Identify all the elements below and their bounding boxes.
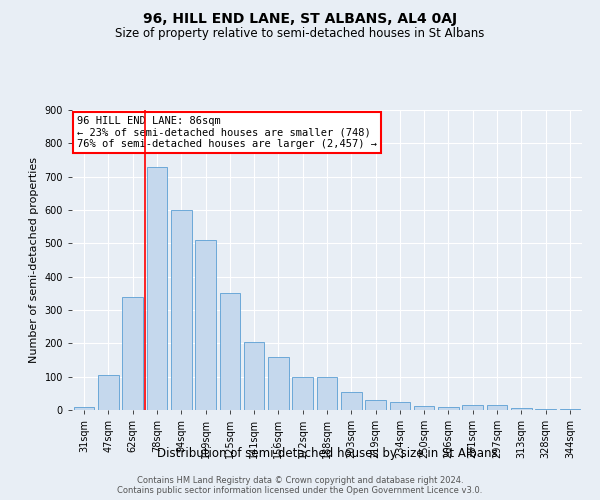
Bar xyxy=(98,375,119,410)
Bar xyxy=(365,400,386,410)
Bar xyxy=(560,409,580,410)
Bar xyxy=(244,342,265,410)
Bar xyxy=(535,409,556,410)
Bar xyxy=(511,408,532,410)
Bar xyxy=(171,210,191,410)
Y-axis label: Number of semi-detached properties: Number of semi-detached properties xyxy=(29,157,39,363)
Bar xyxy=(389,402,410,410)
Bar xyxy=(292,376,313,410)
Bar xyxy=(220,294,240,410)
Bar xyxy=(74,406,94,410)
Bar xyxy=(414,406,434,410)
Text: 96, HILL END LANE, ST ALBANS, AL4 0AJ: 96, HILL END LANE, ST ALBANS, AL4 0AJ xyxy=(143,12,457,26)
Bar xyxy=(146,166,167,410)
Bar xyxy=(463,405,483,410)
Text: Distribution of semi-detached houses by size in St Albans: Distribution of semi-detached houses by … xyxy=(157,448,497,460)
Bar xyxy=(268,356,289,410)
Text: Contains HM Land Registry data © Crown copyright and database right 2024.
Contai: Contains HM Land Registry data © Crown c… xyxy=(118,476,482,495)
Bar xyxy=(317,376,337,410)
Text: Size of property relative to semi-detached houses in St Albans: Size of property relative to semi-detach… xyxy=(115,28,485,40)
Bar xyxy=(487,405,508,410)
Bar xyxy=(341,392,362,410)
Bar xyxy=(438,408,459,410)
Bar xyxy=(195,240,216,410)
Text: 96 HILL END LANE: 86sqm
← 23% of semi-detached houses are smaller (748)
76% of s: 96 HILL END LANE: 86sqm ← 23% of semi-de… xyxy=(77,116,377,149)
Bar xyxy=(122,296,143,410)
